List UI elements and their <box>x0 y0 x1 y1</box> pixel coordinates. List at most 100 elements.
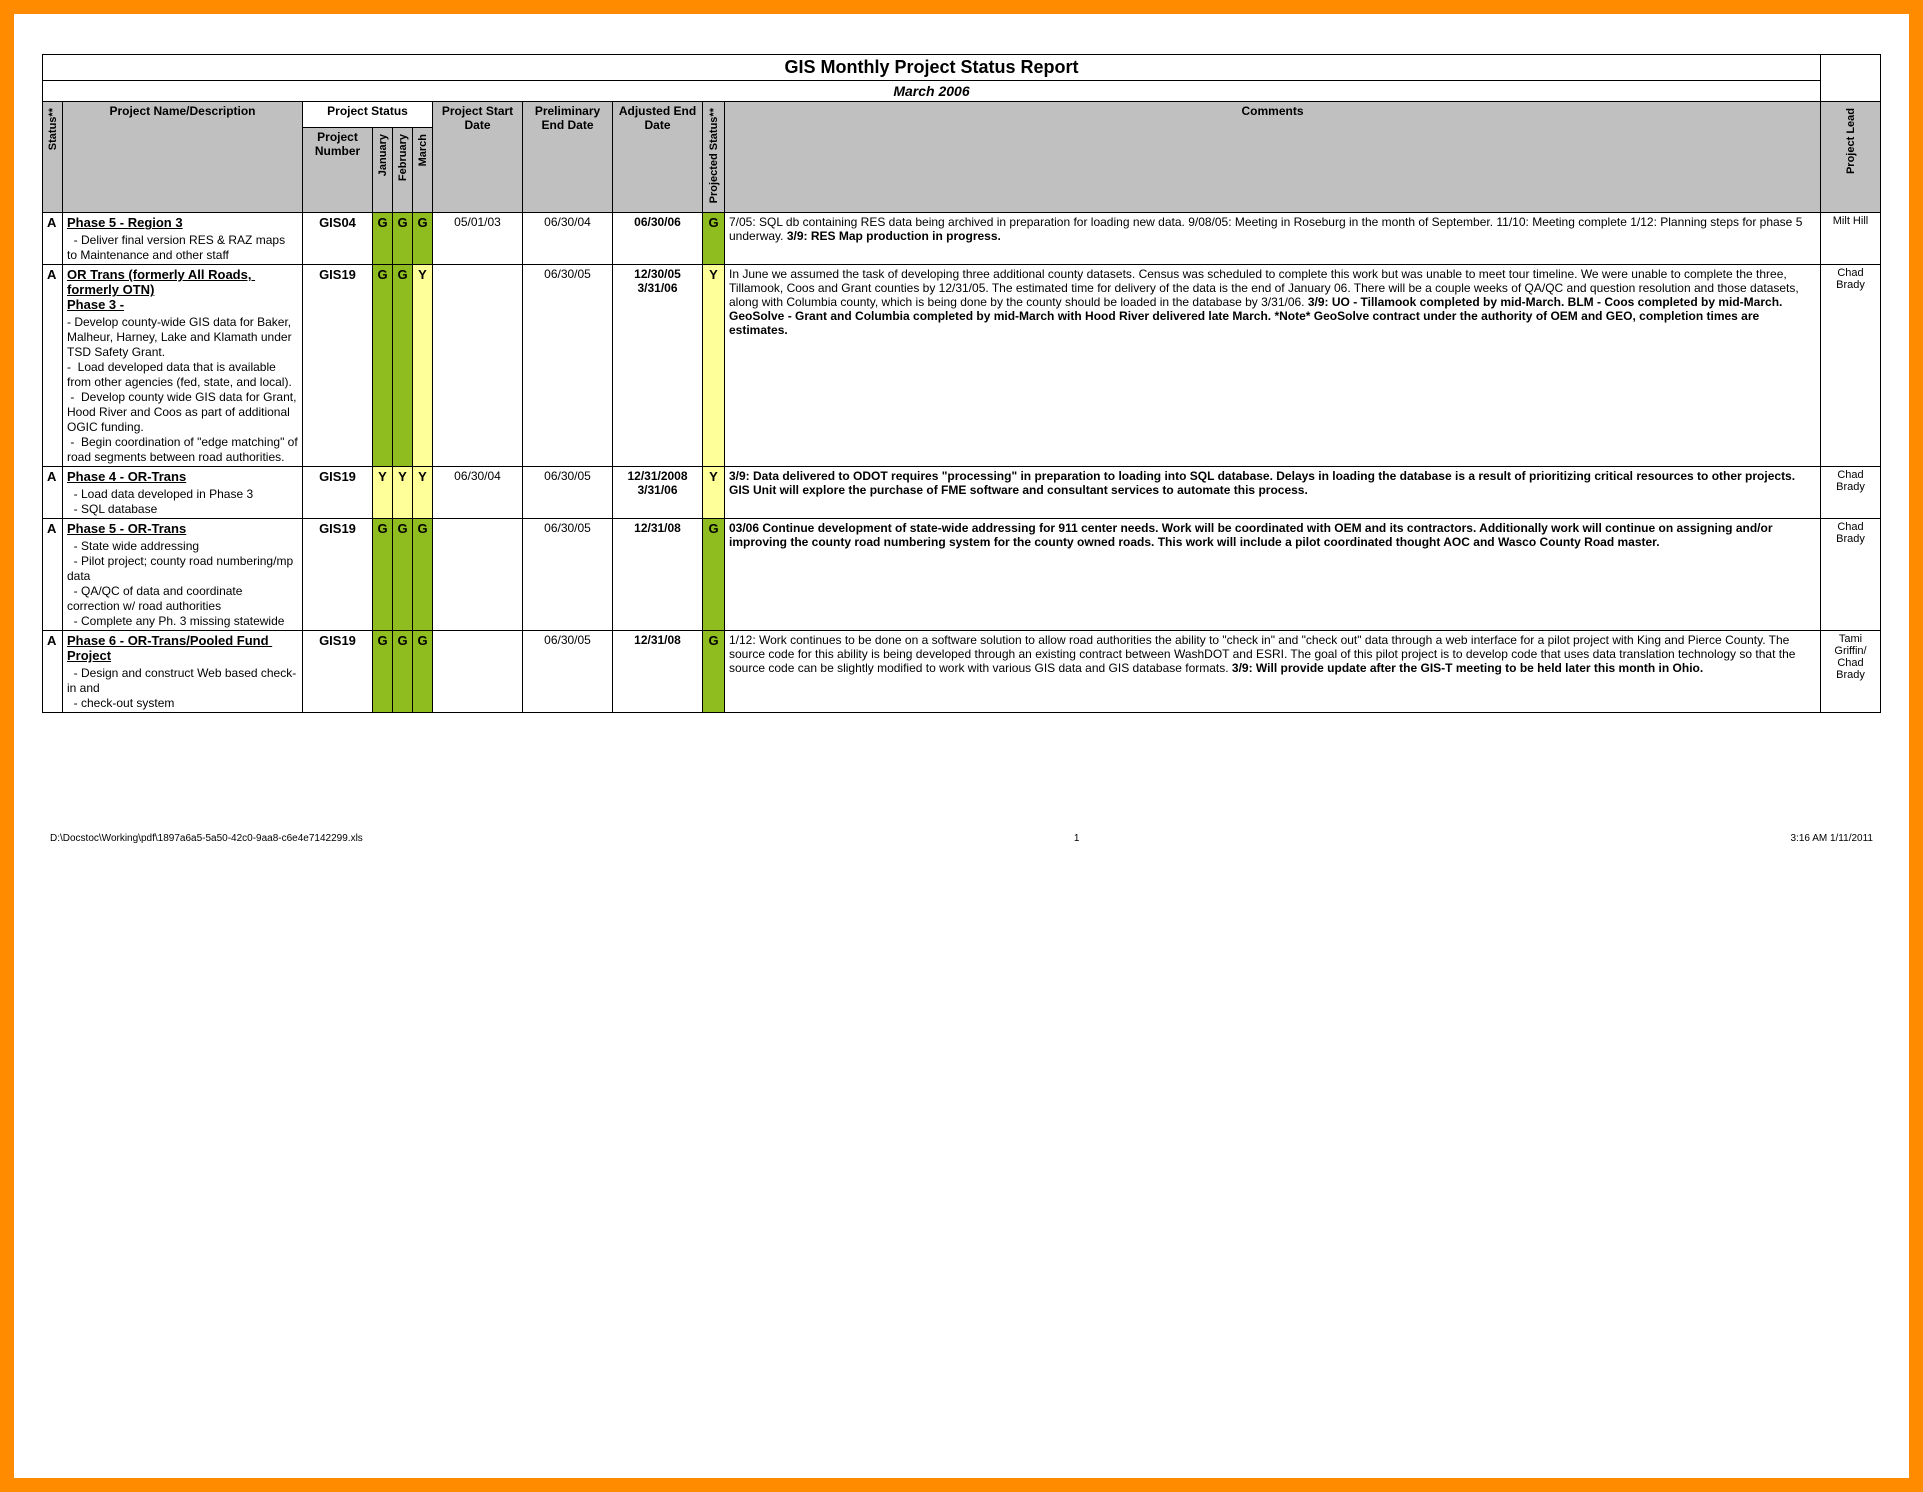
report-container: GIS Monthly Project Status Report March … <box>42 54 1881 713</box>
row-month-status-1: G <box>393 631 413 713</box>
col-month-jan: January <box>373 127 393 213</box>
row-month-status-0: G <box>373 265 393 467</box>
row-month-status-1: G <box>393 213 413 265</box>
row-project-name: OR Trans (formerly All Roads, formerly O… <box>63 265 303 467</box>
row-projected-status: G <box>703 519 725 631</box>
table-body: APhase 5 - Region 3 - Deliver final vers… <box>43 213 1881 713</box>
row-month-status-0: G <box>373 631 393 713</box>
row-lead: Chad Brady <box>1821 265 1881 467</box>
col-project-status-group: Project Status <box>303 102 433 128</box>
col-adj-end: Adjusted End Date <box>613 102 703 213</box>
row-comments: 7/05: SQL db containing RES data being a… <box>725 213 1821 265</box>
row-projected-status: Y <box>703 467 725 519</box>
table-row: AOR Trans (formerly All Roads, formerly … <box>43 265 1881 467</box>
row-comments: 03/06 Continue development of state-wide… <box>725 519 1821 631</box>
row-prelim-end: 06/30/05 <box>523 467 613 519</box>
footer-printed: 3:16 AM 1/11/2011 <box>1791 833 1873 844</box>
project-title: OR Trans (formerly All Roads, formerly O… <box>67 267 298 312</box>
row-lead: Tami Griffin/ Chad Brady <box>1821 631 1881 713</box>
footer-page: 1 <box>1074 833 1080 844</box>
row-comments: 3/9: Data delivered to ODOT requires "pr… <box>725 467 1821 519</box>
comments-bold: 3/9: Will provide update after the GIS-T… <box>1232 661 1703 675</box>
col-proj-status: Projected Status** <box>703 102 725 213</box>
title-row: GIS Monthly Project Status Report <box>43 55 1881 81</box>
col-lead: Project Lead <box>1821 102 1881 213</box>
row-project-number: GIS19 <box>303 467 373 519</box>
project-title: Phase 6 - OR-Trans/Pooled Fund Project <box>67 633 298 663</box>
row-month-status-2: G <box>413 631 433 713</box>
row-project-name: Phase 6 - OR-Trans/Pooled Fund Project -… <box>63 631 303 713</box>
row-projected-status: Y <box>703 265 725 467</box>
row-prelim-end: 06/30/04 <box>523 213 613 265</box>
row-projected-status: G <box>703 213 725 265</box>
row-month-status-0: G <box>373 519 393 631</box>
row-start-date <box>433 519 523 631</box>
row-start-date <box>433 265 523 467</box>
row-project-number: GIS04 <box>303 213 373 265</box>
row-lead: Milt Hill <box>1821 213 1881 265</box>
row-project-name: Phase 5 - Region 3 - Deliver final versi… <box>63 213 303 265</box>
row-month-status-0: G <box>373 213 393 265</box>
page-footer: D:\Docstoc\Working\pdf\1897a6a5-5a50-42c… <box>42 833 1881 844</box>
table-row: APhase 6 - OR-Trans/Pooled Fund Project … <box>43 631 1881 713</box>
comments-bold: 03/06 Continue development of state-wide… <box>729 521 1773 549</box>
comments-bold: 3/9: RES Map production in progress. <box>787 229 1001 243</box>
row-status: A <box>43 213 63 265</box>
row-month-status-1: Y <box>393 467 413 519</box>
row-project-number: GIS19 <box>303 631 373 713</box>
project-description: - Design and construct Web based check-i… <box>67 666 296 710</box>
row-month-status-2: G <box>413 519 433 631</box>
report-subtitle: March 2006 <box>43 81 1821 102</box>
row-month-status-0: Y <box>373 467 393 519</box>
row-month-status-1: G <box>393 519 413 631</box>
row-prelim-end: 06/30/05 <box>523 631 613 713</box>
row-project-number: GIS19 <box>303 519 373 631</box>
project-description: - State wide addressing - Pilot project;… <box>67 539 296 628</box>
row-lead: Chad Brady <box>1821 467 1881 519</box>
col-project-name: Project Name/Description <box>63 102 303 213</box>
row-status: A <box>43 631 63 713</box>
row-projected-status: G <box>703 631 725 713</box>
col-comments: Comments <box>725 102 1821 213</box>
row-lead: Chad Brady <box>1821 519 1881 631</box>
table-row: APhase 4 - OR-Trans - Load data develope… <box>43 467 1881 519</box>
table-row: APhase 5 - OR-Trans - State wide address… <box>43 519 1881 631</box>
col-prelim-end: Preliminary End Date <box>523 102 613 213</box>
status-report-table: GIS Monthly Project Status Report March … <box>42 54 1881 713</box>
row-prelim-end: 06/30/05 <box>523 519 613 631</box>
row-status: A <box>43 519 63 631</box>
col-status: Status** <box>43 102 63 213</box>
row-month-status-2: Y <box>413 467 433 519</box>
col-start-date: Project Start Date <box>433 102 523 213</box>
group-header-row: Status** Project Name/Description Projec… <box>43 102 1881 128</box>
project-title: Phase 5 - Region 3 <box>67 215 298 230</box>
project-description: - Load data developed in Phase 3 - SQL d… <box>67 487 253 516</box>
row-adj-end: 12/31/20083/31/06 <box>613 467 703 519</box>
row-project-name: Phase 4 - OR-Trans - Load data developed… <box>63 467 303 519</box>
row-start-date <box>433 631 523 713</box>
row-comments: 1/12: Work continues to be done on a sof… <box>725 631 1821 713</box>
col-project-number: Project Number <box>303 127 373 213</box>
row-adj-end: 12/31/08 <box>613 631 703 713</box>
table-row: APhase 5 - Region 3 - Deliver final vers… <box>43 213 1881 265</box>
col-month-mar: March <box>413 127 433 213</box>
row-status: A <box>43 265 63 467</box>
project-title: Phase 4 - OR-Trans <box>67 469 298 484</box>
row-adj-end: 12/31/08 <box>613 519 703 631</box>
row-project-name: Phase 5 - OR-Trans - State wide addressi… <box>63 519 303 631</box>
row-month-status-2: Y <box>413 265 433 467</box>
row-adj-end: 06/30/06 <box>613 213 703 265</box>
report-title: GIS Monthly Project Status Report <box>43 55 1821 81</box>
subtitle-row: March 2006 <box>43 81 1881 102</box>
project-title: Phase 5 - OR-Trans <box>67 521 298 536</box>
row-month-status-2: G <box>413 213 433 265</box>
row-start-date: 06/30/04 <box>433 467 523 519</box>
project-description: - Deliver final version RES & RAZ maps t… <box>67 233 288 262</box>
comments-bold: 3/9: Data delivered to ODOT requires "pr… <box>729 469 1795 497</box>
row-month-status-1: G <box>393 265 413 467</box>
row-prelim-end: 06/30/05 <box>523 265 613 467</box>
row-status: A <box>43 467 63 519</box>
row-adj-end: 12/30/053/31/06 <box>613 265 703 467</box>
row-comments: In June we assumed the task of developin… <box>725 265 1821 467</box>
row-start-date: 05/01/03 <box>433 213 523 265</box>
